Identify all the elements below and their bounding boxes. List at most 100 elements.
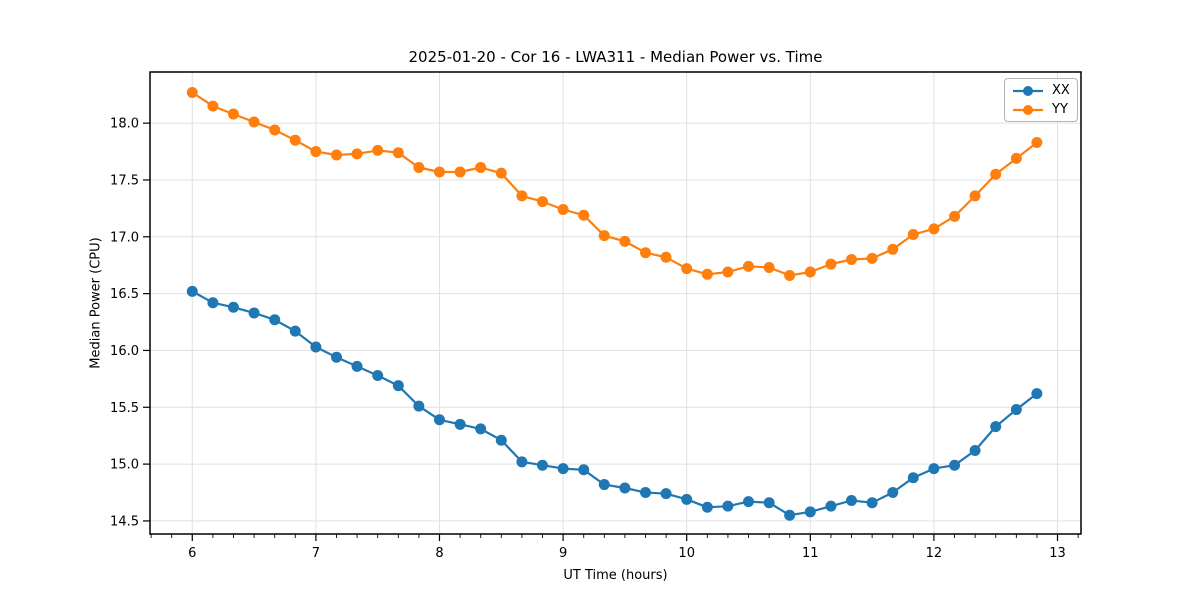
data-point-marker xyxy=(743,260,754,272)
y-tick-label: 17.0 xyxy=(110,230,139,245)
legend-line-xx-icon xyxy=(1013,85,1043,96)
legend-label-yy: YY xyxy=(1052,102,1068,117)
data-point-marker xyxy=(763,497,775,509)
data-point-marker xyxy=(516,190,528,202)
data-point-marker xyxy=(475,423,487,435)
data-point-marker xyxy=(536,459,548,471)
data-point-marker xyxy=(804,266,816,278)
data-point-marker xyxy=(289,134,301,146)
y-tick-label: 17.5 xyxy=(110,173,139,188)
y-tick-label: 14.5 xyxy=(110,514,139,529)
data-point-marker xyxy=(743,496,754,508)
data-point-marker xyxy=(557,204,569,216)
data-point-marker xyxy=(619,235,631,247)
data-point-marker xyxy=(969,444,981,456)
legend-label-xx: XX xyxy=(1052,83,1070,98)
x-tick-label: 13 xyxy=(1049,546,1066,561)
data-point-marker xyxy=(681,493,693,505)
x-tick-label: 8 xyxy=(435,546,443,561)
data-point-marker xyxy=(701,501,713,513)
data-point-marker xyxy=(763,261,775,273)
data-point-marker xyxy=(310,146,322,158)
data-point-marker xyxy=(701,268,713,280)
legend-item-xx: XX xyxy=(1012,83,1070,98)
data-point-marker xyxy=(907,229,919,241)
data-point-marker xyxy=(372,144,384,156)
data-point-marker xyxy=(269,314,281,326)
legend: XX YY xyxy=(1004,78,1078,122)
x-tick-label: 7 xyxy=(312,546,320,561)
data-point-marker xyxy=(207,100,219,112)
data-point-marker xyxy=(454,418,466,430)
data-point-marker xyxy=(433,414,445,426)
data-point-marker xyxy=(845,494,857,506)
x-tick-label: 10 xyxy=(678,546,695,561)
y-tick-label: 16.5 xyxy=(110,287,139,302)
data-point-marker xyxy=(804,506,816,518)
x-tick-label: 9 xyxy=(559,546,567,561)
data-point-marker xyxy=(969,190,981,202)
data-point-marker xyxy=(495,434,507,446)
data-point-marker xyxy=(557,463,569,475)
data-point-marker xyxy=(454,166,466,178)
data-point-marker xyxy=(1031,136,1043,148)
data-point-marker xyxy=(1010,404,1022,416)
data-point-marker xyxy=(640,247,652,259)
y-tick-label: 18.0 xyxy=(110,117,139,132)
x-tick-label: 12 xyxy=(926,546,943,561)
x-axis-label: UT Time (hours) xyxy=(563,568,668,583)
data-point-marker xyxy=(248,116,260,128)
data-point-marker xyxy=(331,351,343,363)
data-point-marker xyxy=(475,161,487,173)
data-point-marker xyxy=(722,266,734,278)
data-point-marker xyxy=(289,325,301,337)
data-point-marker xyxy=(269,124,281,136)
data-point-marker xyxy=(413,161,425,173)
x-tick-label: 11 xyxy=(802,546,819,561)
data-point-marker xyxy=(722,500,734,512)
data-point-marker xyxy=(598,230,610,242)
data-point-marker xyxy=(845,254,857,266)
axes-spines xyxy=(149,71,1082,535)
data-point-marker xyxy=(825,258,837,270)
data-point-marker xyxy=(207,297,219,309)
data-point-marker xyxy=(248,307,260,319)
data-point-marker xyxy=(227,108,239,120)
data-point-marker xyxy=(866,497,878,509)
data-point-marker xyxy=(1010,152,1022,164)
data-point-marker xyxy=(578,209,590,221)
data-point-marker xyxy=(227,301,239,313)
data-point-marker xyxy=(928,463,940,475)
data-point-marker xyxy=(619,482,631,494)
data-point-marker xyxy=(186,285,198,297)
data-point-marker xyxy=(1031,388,1043,400)
data-point-marker xyxy=(516,456,528,468)
chart-title: 2025-01-20 - Cor 16 - LWA311 - Median Po… xyxy=(408,48,823,66)
data-point-marker xyxy=(660,251,672,263)
data-point-marker xyxy=(351,360,363,372)
data-point-marker xyxy=(310,341,322,353)
data-point-marker xyxy=(495,167,507,179)
data-point-marker xyxy=(598,479,610,491)
data-point-marker xyxy=(887,487,899,499)
data-point-marker xyxy=(372,369,384,381)
legend-item-yy: YY xyxy=(1012,102,1070,117)
data-point-marker xyxy=(907,472,919,484)
data-point-marker xyxy=(331,149,343,161)
data-point-marker xyxy=(536,196,548,208)
data-point-marker xyxy=(949,459,961,471)
data-point-marker xyxy=(681,263,693,275)
series-line-yy xyxy=(191,91,1038,277)
data-point-marker xyxy=(990,421,1002,433)
data-point-marker xyxy=(578,464,590,476)
y-tick-label: 15.5 xyxy=(110,401,139,416)
data-point-marker xyxy=(949,210,961,222)
data-point-marker xyxy=(784,509,796,521)
data-point-marker xyxy=(392,380,404,392)
data-point-marker xyxy=(186,86,198,98)
data-point-marker xyxy=(351,148,363,160)
data-point-marker xyxy=(413,400,425,412)
data-point-marker xyxy=(866,252,878,264)
